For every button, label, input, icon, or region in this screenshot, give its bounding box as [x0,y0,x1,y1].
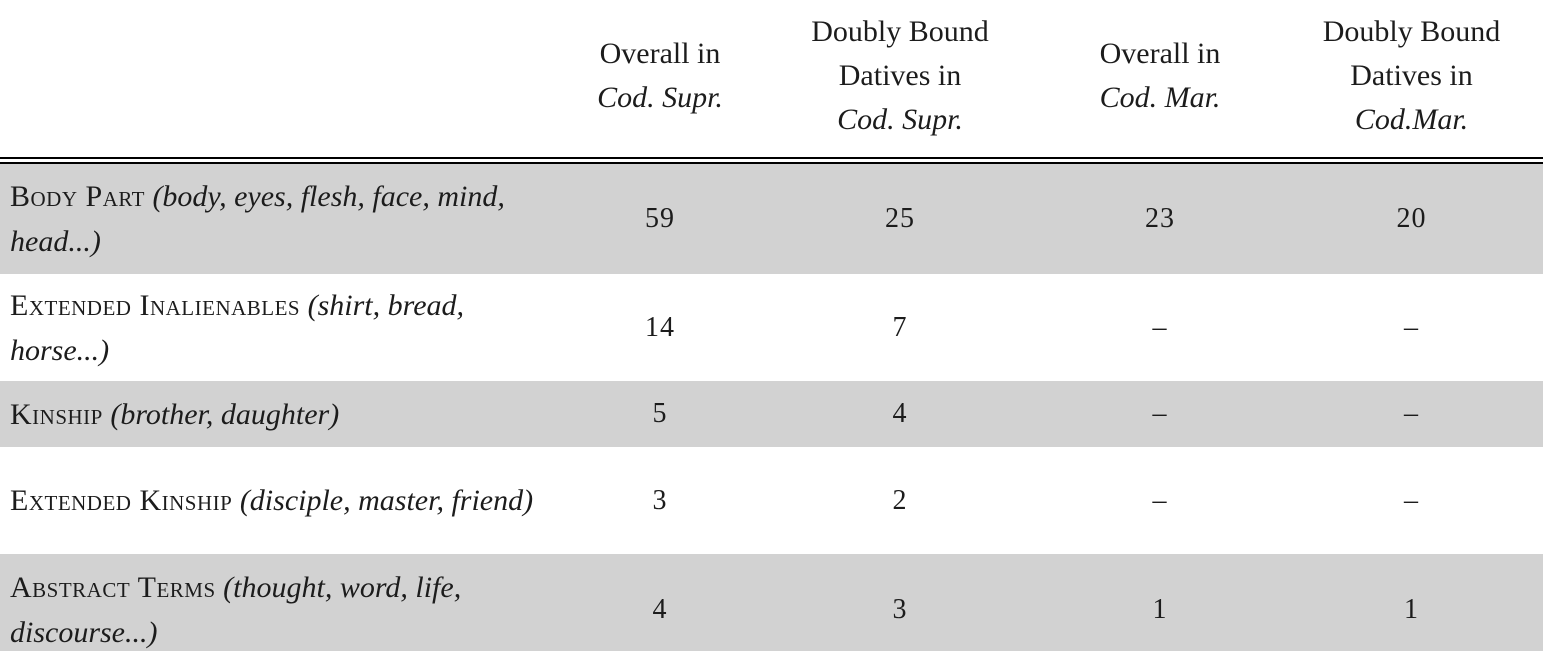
category-cell: Extended Kinship (disciple, master, frie… [0,447,560,554]
value-cell: 7 [760,274,1040,381]
value-cell: – [1040,381,1280,447]
category-cell: Body Part (body, eyes, flesh, face, mind… [0,164,560,274]
header-cell-overall-supr: Overall in Cod. Supr. [560,0,760,164]
value-cell: – [1280,447,1543,554]
value-cell: 1 [1280,554,1543,651]
category-cell: Extended Inalienables (shirt, bread, hor… [0,274,560,381]
value-cell: – [1280,381,1543,447]
header-row: Overall in Cod. Supr. Doubly Bound Dativ… [0,0,1543,164]
value-cell: 59 [560,164,760,274]
value-cell: 20 [1280,164,1543,274]
category-cell: Abstract Terms (thought, word, life, dis… [0,554,560,651]
category-examples: (disciple, master, friend) [239,484,534,517]
table-row-extended-inalienables: Extended Inalienables (shirt, bread, hor… [0,274,1543,381]
category-label: Extended Kinship [10,484,233,517]
header-line: Overall in [1099,36,1221,70]
value-cell: – [1280,274,1543,381]
header-line: Datives in [1350,58,1473,92]
value-cell: – [1040,447,1280,554]
header-cell-datives-supr: Doubly Bound Datives in Cod. Supr. [760,0,1040,164]
codex-name: Cod.Mar. [1354,102,1469,136]
value-cell: 2 [760,447,1040,554]
header-cell-overall-mar: Overall in Cod. Mar. [1040,0,1280,164]
table-row-extended-kinship: Extended Kinship (disciple, master, frie… [0,447,1543,554]
category-examples: (body, eyes, flesh, face, mind, head...) [10,180,505,258]
value-cell: 25 [760,164,1040,274]
header-line: Overall in [599,36,721,70]
table-row-abstract-terms: Abstract Terms (thought, word, life, dis… [0,554,1543,651]
value-cell: 3 [760,554,1040,651]
category-examples: (shirt, bread, horse...) [10,288,465,367]
category-label: Abstract Terms [10,571,216,604]
header-line: Doubly Bound [1322,14,1501,48]
value-cell: 1 [1040,554,1280,651]
category-label: Kinship [10,397,103,431]
category-examples: (thought, word, life, discourse...) [10,571,462,649]
codex-name: Cod. Supr. [837,102,963,136]
header-line: Doubly Bound [811,14,989,48]
value-cell: 23 [1040,164,1280,274]
category-label: Body Part [10,180,145,213]
category-label: Extended Inalienables [10,288,301,322]
table-row-body-part: Body Part (body, eyes, flesh, face, mind… [0,164,1543,274]
codex-name: Cod. Mar. [1099,80,1221,114]
header-cell-category [0,0,560,164]
category-examples: (brother, daughter) [110,397,340,431]
codex-name: Cod. Supr. [597,80,723,114]
value-cell: 4 [560,554,760,651]
value-cell: 4 [760,381,1040,447]
table-row-kinship: Kinship (brother, daughter) 5 4 – – [0,381,1543,447]
value-cell: 5 [560,381,760,447]
category-cell: Kinship (brother, daughter) [0,381,560,447]
header-cell-datives-mar: Doubly Bound Datives in Cod.Mar. [1280,0,1543,164]
value-cell: – [1040,274,1280,381]
value-cell: 3 [560,447,760,554]
header-line: Datives in [838,58,962,92]
value-cell: 14 [560,274,760,381]
